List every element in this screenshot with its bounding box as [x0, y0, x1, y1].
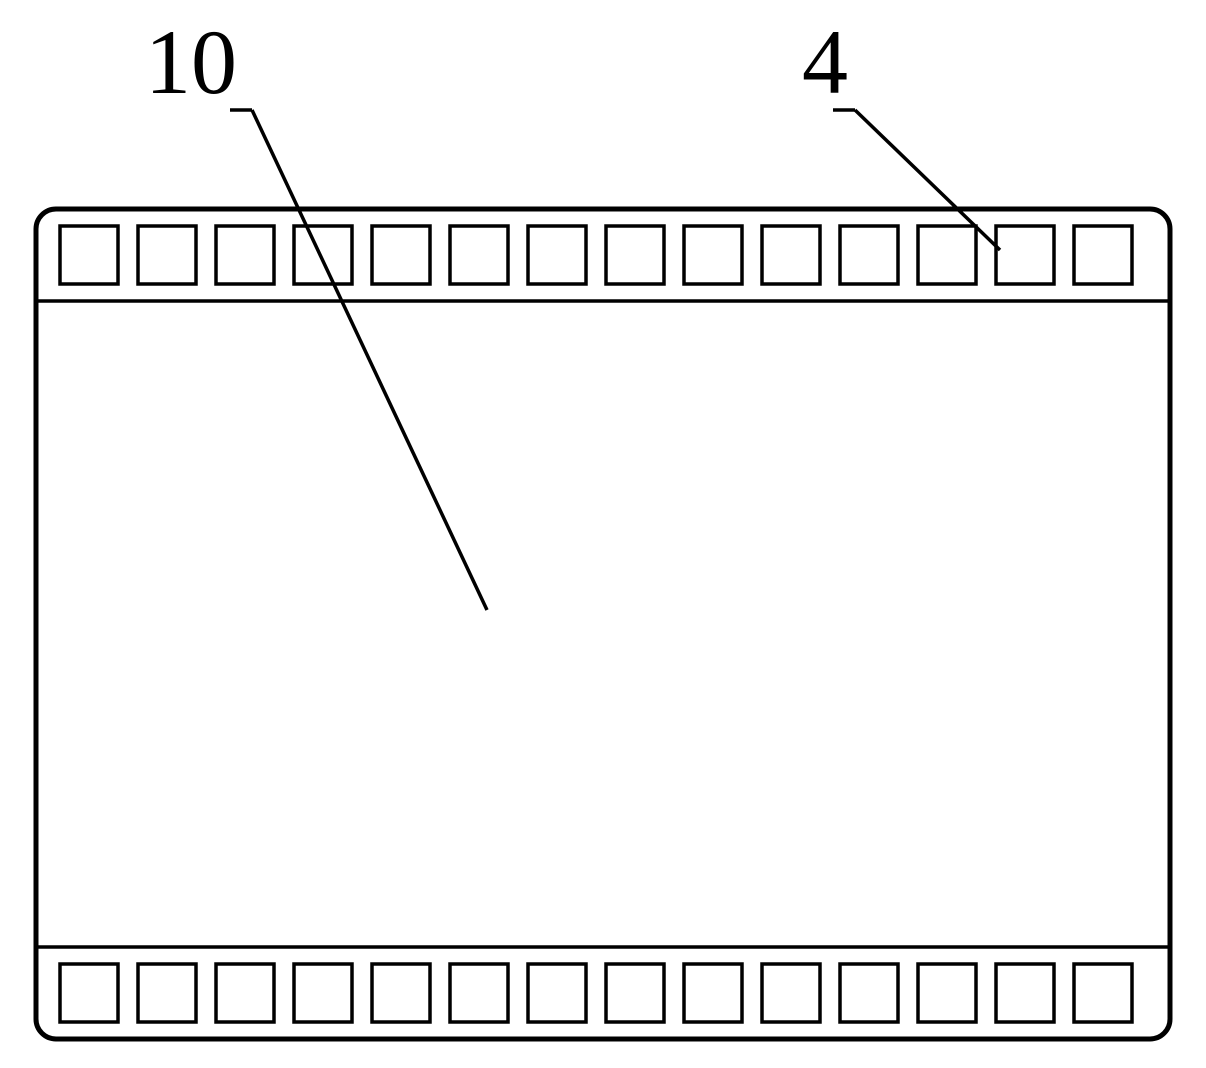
callout-label-10: 10	[145, 11, 237, 113]
canvas-background	[0, 0, 1206, 1068]
callout-label-4: 4	[802, 11, 848, 113]
